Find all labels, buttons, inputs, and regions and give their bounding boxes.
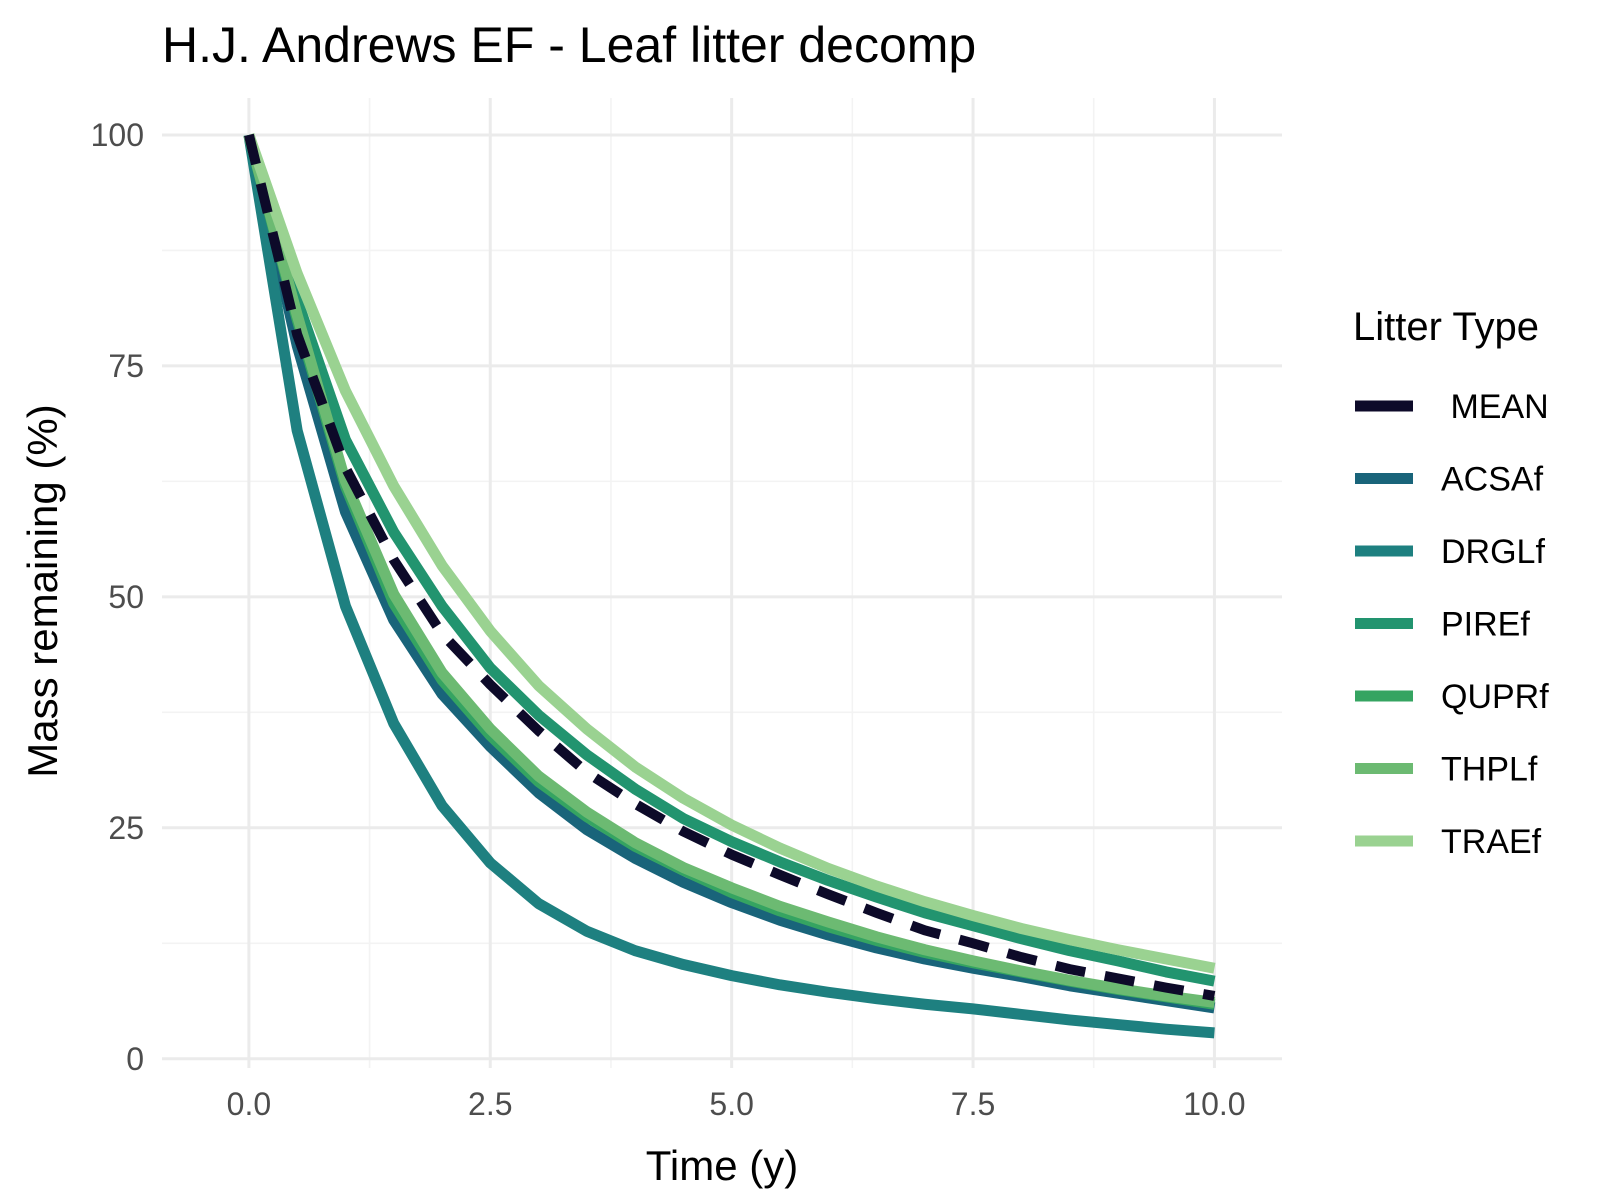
y-axis-ticks: 0 25 50 75 100: [91, 117, 144, 1077]
x-tick-label: 2.5: [468, 1086, 512, 1122]
y-axis-title: Mass remaining (%): [19, 404, 66, 777]
legend-label-quprf: QUPRf: [1441, 678, 1549, 716]
x-tick-label: 10.0: [1183, 1086, 1245, 1122]
x-tick-label: 0.0: [227, 1086, 271, 1122]
x-tick-label: 5.0: [709, 1086, 753, 1122]
legend-label-piref: PIREf: [1441, 606, 1530, 644]
legend-label-mean: MEAN: [1441, 388, 1549, 426]
series-line-drglf: [243, 134, 1215, 1039]
legend-label-acsaf: ACSAf: [1441, 461, 1544, 499]
x-tick-label: 7.5: [951, 1086, 995, 1122]
x-axis-ticks: 0.0 2.5 5.0 7.5 10.0: [227, 1086, 1246, 1122]
legend-label-thplf: THPLf: [1441, 751, 1538, 789]
series-line-thplf: [243, 133, 1216, 1008]
legend-title: Litter Type: [1353, 305, 1539, 349]
y-tick-label: 25: [108, 810, 144, 846]
y-tick-label: 75: [108, 348, 144, 384]
legend-label-drglf: DRGLf: [1441, 533, 1545, 571]
legend-label-traef: TRAEf: [1441, 823, 1542, 861]
grid: [162, 98, 1282, 1068]
series-lines: [243, 133, 1216, 1039]
legend: Litter Type MEAN ACSAf DRGLf PIREf QUPRf THPL…: [1353, 305, 1549, 861]
series-line-mean: [244, 133, 1216, 1001]
y-tick-label: 50: [108, 579, 144, 615]
y-tick-label: 0: [126, 1041, 144, 1077]
series-line-piref: [243, 133, 1216, 987]
x-axis-title: Time (y): [646, 1142, 798, 1189]
y-tick-label: 100: [91, 117, 144, 153]
chart-title: H.J. Andrews EF - Leaf litter decomp: [162, 17, 976, 73]
series-line-traef: [243, 133, 1216, 974]
